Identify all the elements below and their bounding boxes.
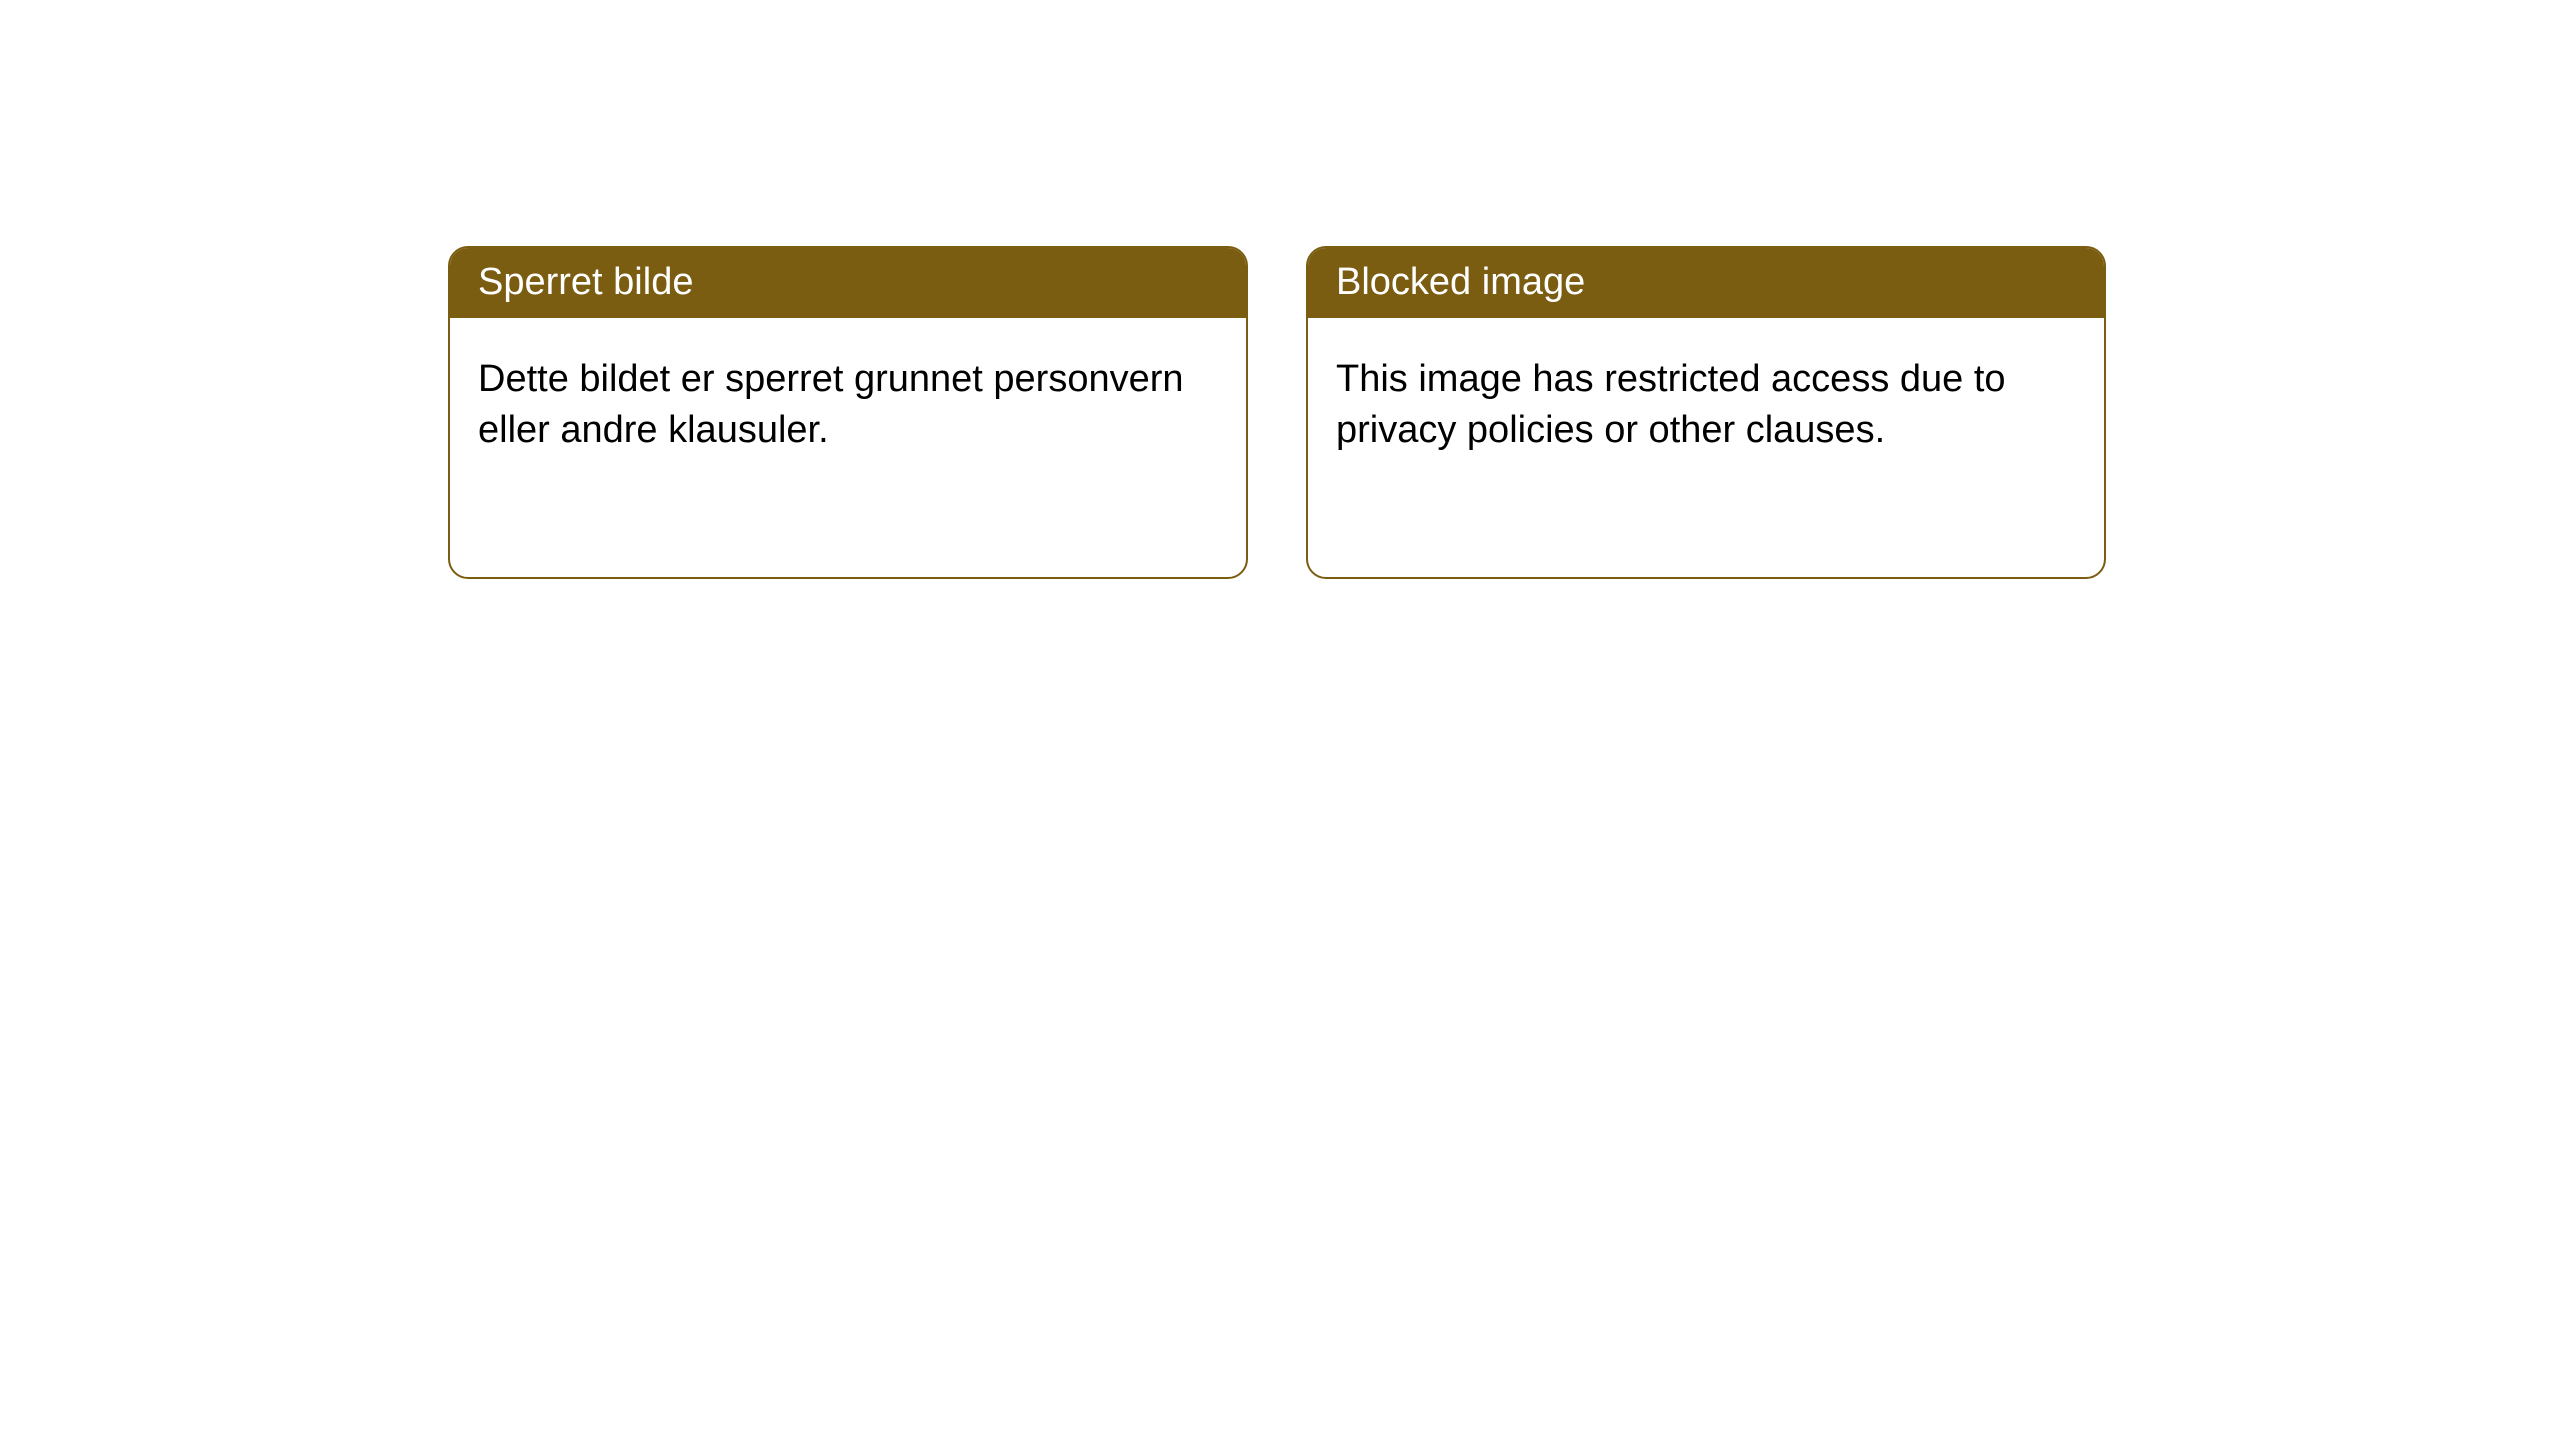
card-body: This image has restricted access due to … <box>1308 318 2104 493</box>
card-body-text: Dette bildet er sperret grunnet personve… <box>478 358 1184 451</box>
notice-cards-container: Sperret bilde Dette bildet er sperret gr… <box>0 0 2560 579</box>
card-body: Dette bildet er sperret grunnet personve… <box>450 318 1246 493</box>
card-body-text: This image has restricted access due to … <box>1336 358 2006 451</box>
card-title: Blocked image <box>1336 261 1585 303</box>
card-header: Sperret bilde <box>450 248 1246 318</box>
card-header: Blocked image <box>1308 248 2104 318</box>
card-title: Sperret bilde <box>478 261 693 303</box>
notice-card-norwegian: Sperret bilde Dette bildet er sperret gr… <box>448 246 1248 579</box>
notice-card-english: Blocked image This image has restricted … <box>1306 246 2106 579</box>
